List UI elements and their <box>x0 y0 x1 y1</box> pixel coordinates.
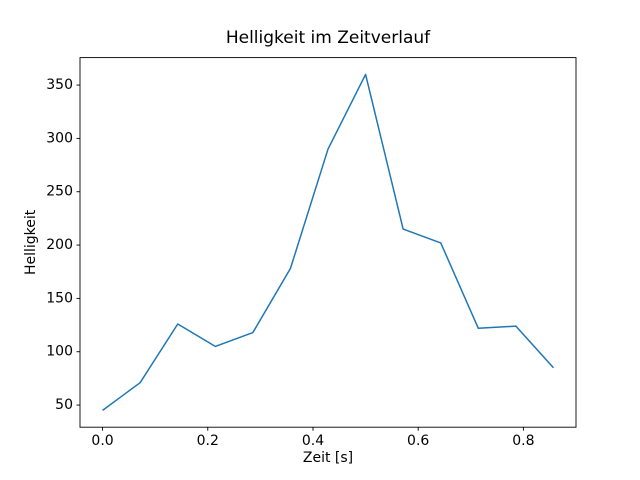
x-tick-label: 0.2 <box>197 433 219 449</box>
x-axis-label: Zeit [s] <box>303 450 353 466</box>
y-tick-label: 100 <box>46 344 73 360</box>
y-tick-label: 150 <box>46 290 73 306</box>
y-tick-label: 200 <box>46 237 73 253</box>
x-tick-label: 0.4 <box>302 433 324 449</box>
y-tick-label: 250 <box>46 184 73 200</box>
axis-ticks: 0.0 0.2 0.4 0.6 0.8 50 100 150 200 250 300 350 <box>46 77 534 449</box>
y-axis-label: Helligkeit <box>23 209 39 275</box>
x-tick-label: 0.0 <box>91 433 113 449</box>
chart-title: Helligkeit im Zeitverlauf <box>226 28 431 48</box>
y-tick-label: 50 <box>55 397 73 413</box>
x-tick-label: 0.8 <box>512 433 534 449</box>
data-line <box>102 73 554 412</box>
axes-frame <box>79 57 577 428</box>
y-tick-label: 350 <box>46 77 73 93</box>
y-tick-label: 300 <box>46 130 73 146</box>
x-tick-label: 0.6 <box>407 433 429 449</box>
